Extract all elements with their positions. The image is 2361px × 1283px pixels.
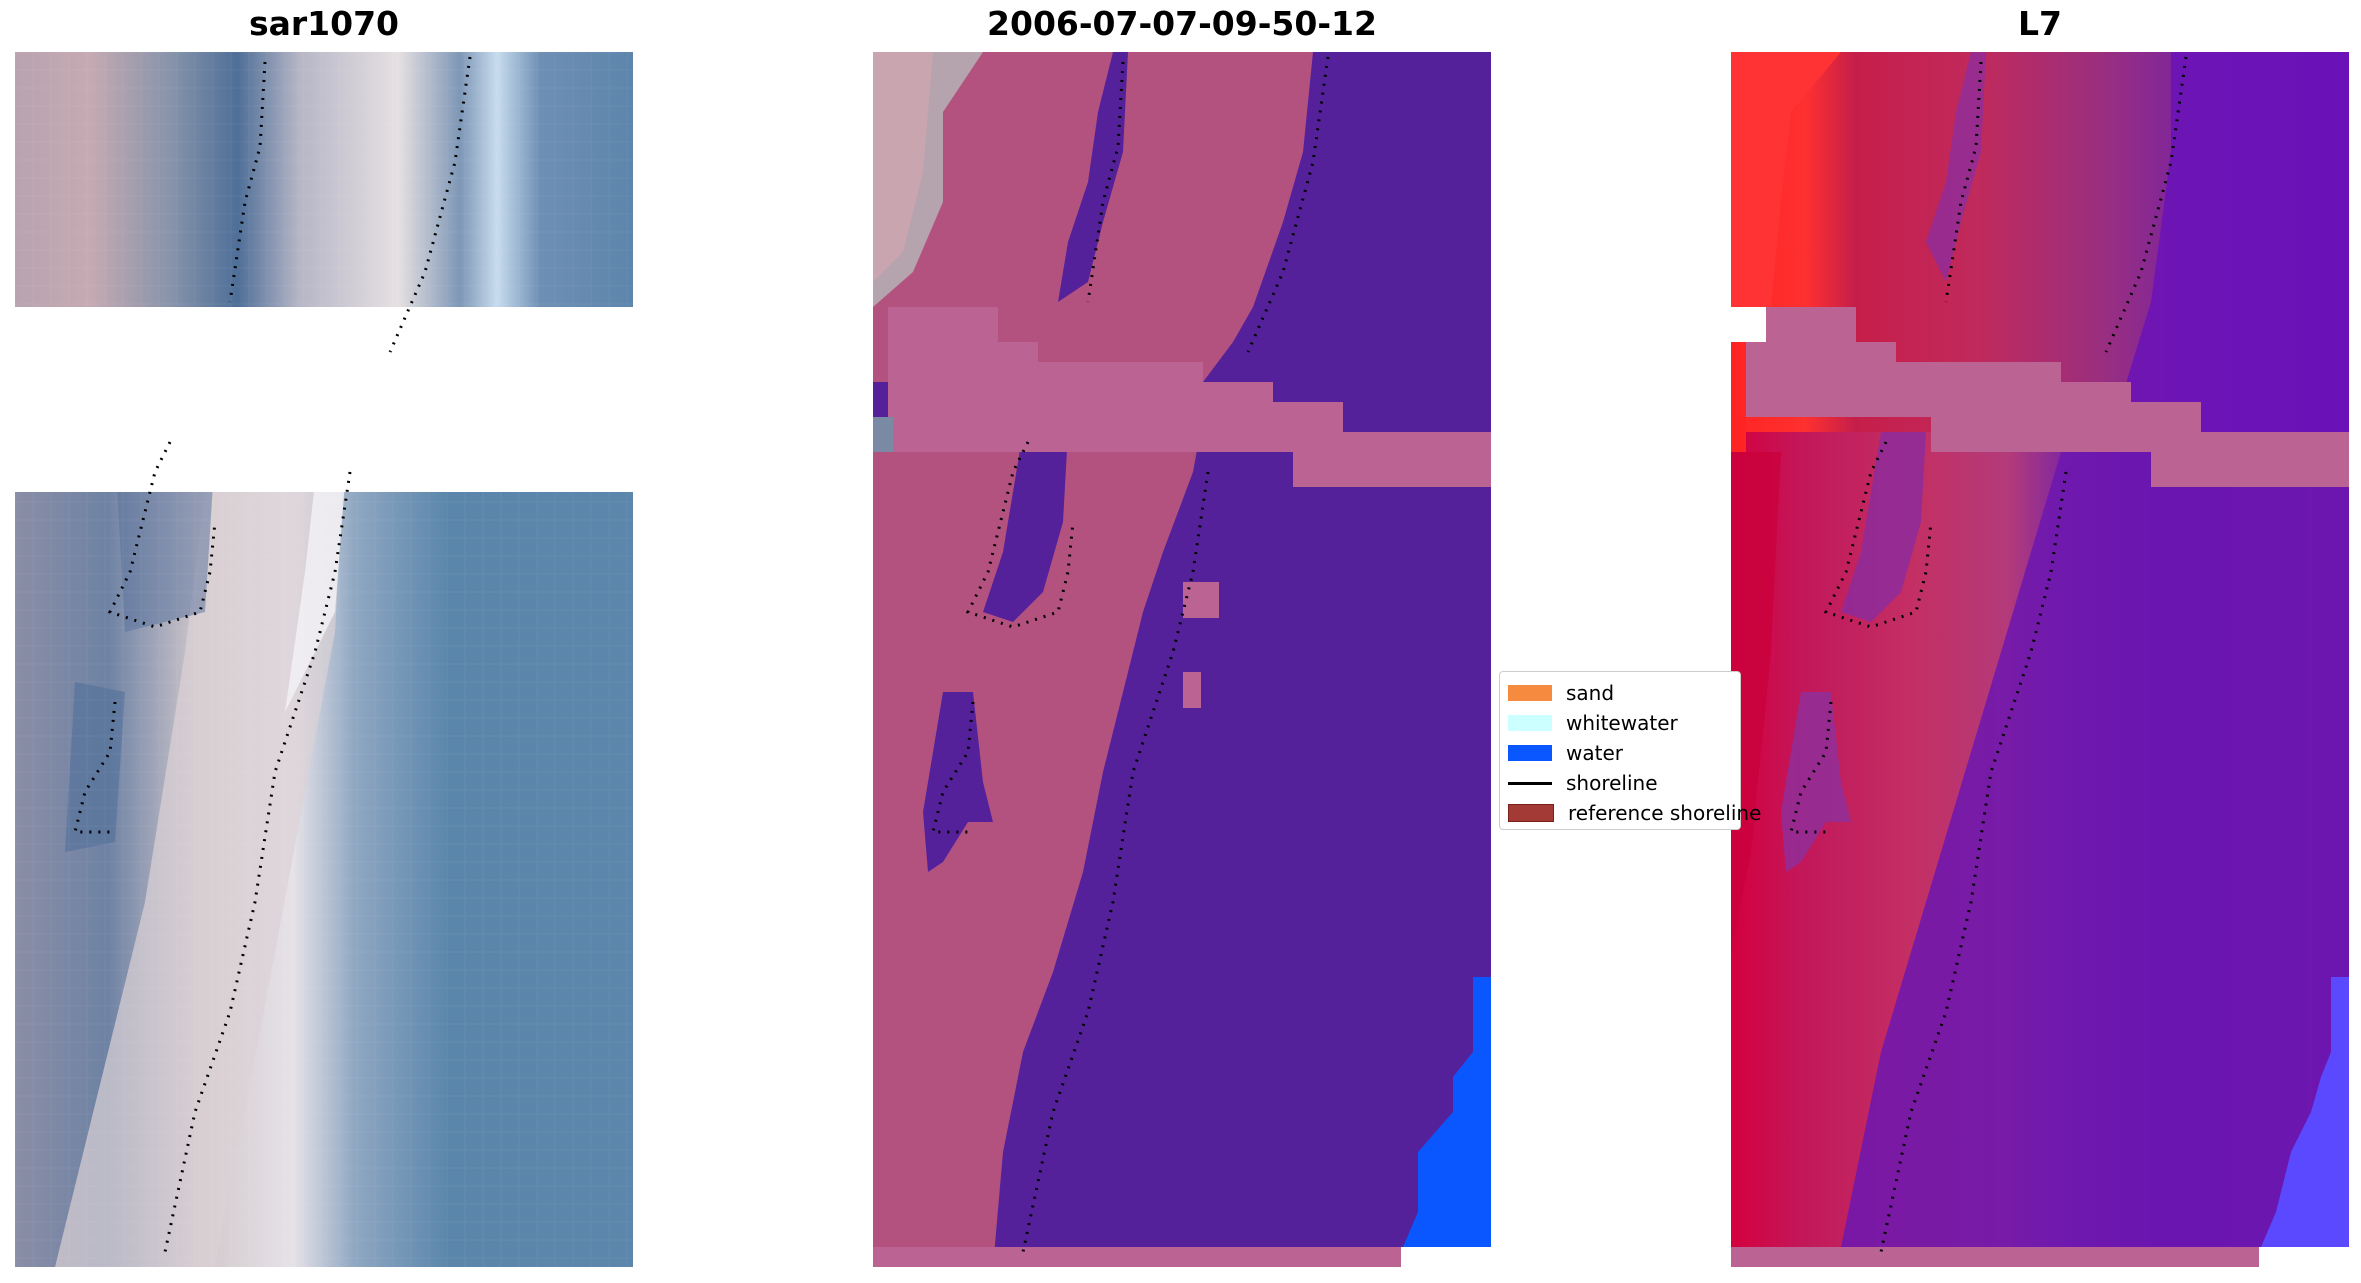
classified-image-panel xyxy=(873,52,1491,1267)
rgb-image-panel xyxy=(15,52,633,1267)
classified-image xyxy=(873,52,1491,1267)
reference-shoreline-swatch xyxy=(1508,804,1554,822)
legend-label-shoreline: shoreline xyxy=(1566,771,1658,795)
legend-label-whitewater: whitewater xyxy=(1566,711,1678,735)
whitewater-swatch xyxy=(1508,715,1552,731)
legend-item-reference-shoreline: reference shoreline xyxy=(1508,800,1761,826)
index-image-panel xyxy=(1731,52,2349,1267)
index-image xyxy=(1731,52,2349,1267)
legend-label-sand: sand xyxy=(1566,681,1615,705)
legend-label-reference-shoreline: reference shoreline xyxy=(1568,801,1762,825)
legend: sand whitewater water shoreline referenc… xyxy=(1499,671,1761,830)
legend-item-sand: sand xyxy=(1508,680,1614,706)
legend-item-shoreline: shoreline xyxy=(1508,770,1658,796)
shoreline-line-swatch xyxy=(1508,781,1552,785)
panel-title-date: 2006-07-07-09-50-12 xyxy=(987,4,1377,43)
legend-item-whitewater: whitewater xyxy=(1508,710,1678,736)
water-swatch xyxy=(1508,745,1552,761)
panel-title-sar1070: sar1070 xyxy=(248,4,400,43)
legend-item-water: water xyxy=(1508,740,1623,766)
legend-label-water: water xyxy=(1566,741,1623,765)
sand-swatch xyxy=(1508,685,1552,701)
rgb-image xyxy=(15,52,633,1267)
panel-title-l7: L7 xyxy=(2018,4,2062,43)
